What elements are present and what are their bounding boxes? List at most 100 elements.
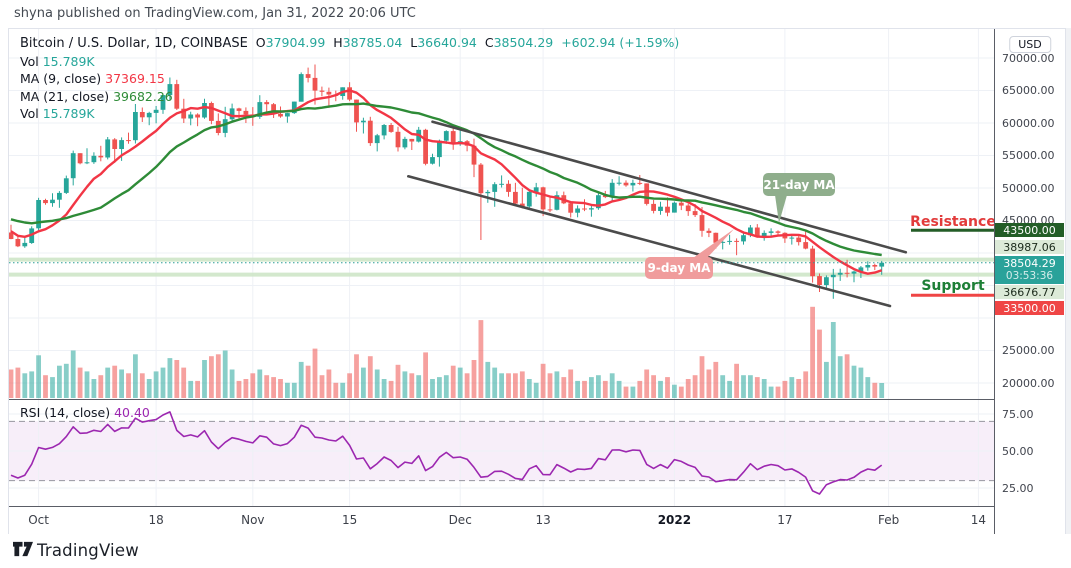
candle-body	[278, 113, 283, 117]
support-badge: 33500.00	[995, 300, 1064, 315]
candle-body	[796, 237, 802, 243]
rsi-chart-svg[interactable]	[9, 400, 994, 506]
low-value: 36640.94	[417, 35, 477, 50]
volume-bar	[326, 369, 332, 398]
volume-bar	[250, 373, 256, 398]
volume-bar	[554, 371, 560, 398]
volume-bar	[526, 379, 532, 398]
pane-separator[interactable]	[9, 399, 1065, 400]
volume-bar	[506, 373, 511, 398]
volume-bar	[824, 361, 829, 398]
price-axis-label: 50000.00	[1002, 181, 1055, 195]
volume-bar	[271, 377, 276, 398]
legend-ma21-row: MA (21, close) 39682.26	[20, 88, 173, 104]
volume-bar	[409, 373, 415, 398]
volume-bar	[630, 386, 636, 398]
time-axis-label: 15	[341, 513, 358, 527]
candle-body	[271, 104, 276, 114]
open-value: 37904.99	[265, 35, 326, 50]
volume-bar	[879, 383, 885, 398]
candle-body	[519, 203, 525, 207]
right-margin-strip	[1066, 28, 1071, 535]
candle-body	[623, 182, 629, 186]
volume-bar	[589, 377, 594, 398]
volume-bar	[830, 322, 836, 398]
volume-bar	[423, 352, 428, 398]
currency-toggle-button[interactable]: USD	[1009, 36, 1051, 53]
volume-bar	[768, 386, 774, 398]
candle-body	[665, 206, 670, 213]
volume-bar	[264, 375, 270, 398]
rsi-indicator-label[interactable]: RSI (14, close) 40.40	[20, 405, 150, 420]
volume-bar	[782, 380, 788, 398]
volume-bar	[817, 329, 822, 398]
volume-bar	[602, 380, 608, 398]
candle-body	[264, 102, 270, 105]
volume-bar	[222, 350, 228, 398]
candle-body	[285, 113, 290, 117]
price-axis-label: 70000.00	[1002, 51, 1055, 65]
time-axis[interactable]: Oct 18 Nov 15 Dec 13 2022 17 Feb 14	[9, 507, 994, 533]
volume-bar	[381, 379, 387, 398]
symbol-title[interactable]: Bitcoin / U.S. Dollar, 1D, COINBASE	[20, 36, 248, 51]
footer-bar: TradingView	[0, 534, 1071, 568]
candle-body	[734, 240, 739, 242]
volume-bar	[57, 365, 62, 398]
volume-bar	[229, 369, 235, 398]
volume-bar	[844, 354, 850, 398]
candle-body	[84, 162, 90, 164]
volume-bar	[354, 354, 359, 398]
ma21-callout	[763, 173, 835, 196]
candle-body	[243, 110, 249, 115]
volume-bar	[513, 373, 518, 398]
volume-bar	[623, 386, 629, 398]
price-axis[interactable]: USD 70000.00 65000.00 60000.00 55000.00 5000…	[994, 29, 1065, 534]
time-axis-label: Oct	[28, 513, 49, 527]
tradingview-logo-text[interactable]: TradingView	[37, 541, 139, 560]
volume-bar	[658, 380, 663, 398]
legend-symbol-row: Bitcoin / U.S. Dollar, 1D, COINBASE O379…	[20, 35, 680, 51]
volume-bar	[754, 377, 760, 398]
candle-body	[540, 187, 546, 210]
candle-body	[181, 108, 187, 119]
candle-body	[644, 183, 650, 204]
chart-panes: Resistance Support 21-day MA 9-day MA Bitco…	[9, 29, 1065, 534]
candle-body	[672, 202, 677, 213]
chart-frame: Resistance Support 21-day MA 9-day MA Bitco…	[8, 28, 1066, 535]
candle-body	[554, 195, 560, 210]
candle-body	[319, 90, 325, 92]
time-axis-label: Nov	[241, 513, 265, 527]
candle-body	[298, 74, 304, 102]
volume-bar	[395, 364, 401, 399]
volume-bar	[678, 386, 684, 398]
candle-body	[492, 184, 498, 192]
legend-vol2-row: Vol 15.789K	[20, 106, 95, 121]
candle-body	[63, 178, 69, 193]
volume-bar	[50, 377, 55, 398]
candle-body	[817, 276, 822, 285]
candle-body	[637, 182, 643, 184]
candle-body	[229, 108, 235, 120]
volume-bar	[285, 382, 290, 398]
volume-bar	[616, 380, 622, 398]
volume-bar	[98, 375, 104, 398]
volume-bar	[796, 379, 802, 398]
ma9-callout-label: 9-day MA	[648, 261, 712, 275]
price-chart-svg[interactable]: Resistance Support 21-day MA 9-day MA	[9, 29, 994, 399]
candle-body	[526, 191, 532, 207]
volume-bar	[837, 356, 843, 398]
volume-bar	[146, 379, 152, 398]
volume-bar	[761, 379, 767, 398]
candle-body	[699, 215, 705, 231]
tradingview-logo-icon[interactable]	[13, 541, 33, 558]
price-axis-label: 25000.00	[1002, 344, 1055, 357]
price-axis-label: 55000.00	[1002, 149, 1055, 162]
candle-body	[450, 131, 456, 143]
candle-body	[824, 277, 829, 286]
rsi-axis-label: 50.00	[1002, 444, 1034, 458]
volume-bar	[298, 361, 304, 398]
candle-body	[50, 199, 55, 204]
volume-bar	[430, 379, 435, 398]
candle-body	[616, 182, 622, 184]
